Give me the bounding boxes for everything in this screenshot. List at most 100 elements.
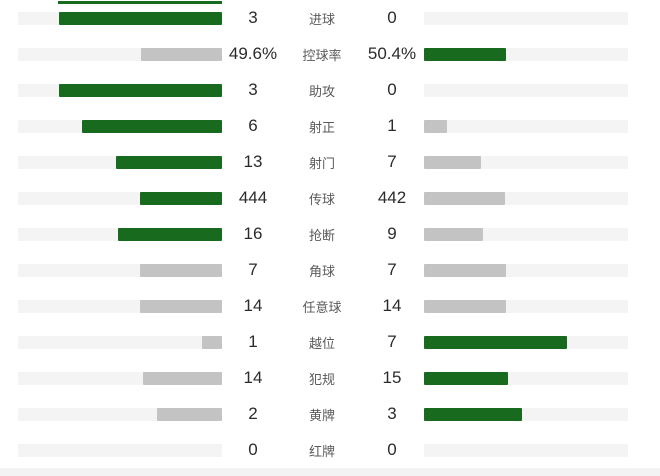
away-value: 0: [387, 8, 397, 27]
away-bar: [424, 407, 522, 421]
home-bar: [140, 299, 222, 313]
home-bar-track: [18, 443, 222, 457]
home-value: 14: [243, 296, 263, 315]
away-bar: [424, 335, 567, 349]
stat-label: 任意球: [302, 299, 342, 315]
home-bar: [201, 335, 222, 349]
away-bar: [424, 191, 506, 205]
home-bar-track: [18, 335, 222, 349]
away-value: 7: [387, 152, 397, 171]
stat-row: 3 进球 0: [0, 0, 660, 36]
home-bar: [143, 371, 222, 385]
away-bar-track: [424, 335, 628, 349]
away-bar-track: [424, 407, 628, 421]
home-value: 2: [248, 404, 258, 423]
away-bar: [424, 263, 506, 277]
home-value: 49.6%: [228, 44, 278, 63]
stat-label: 越位: [308, 335, 335, 351]
away-value: 9: [387, 224, 397, 243]
away-bar-track: [424, 83, 628, 97]
away-bar-track: [424, 47, 628, 61]
stat-row: 14 任意球 14: [0, 288, 660, 324]
home-value: 16: [243, 224, 263, 243]
away-value: 15: [382, 368, 402, 387]
stat-label: 红牌: [308, 443, 335, 459]
home-value: 6: [248, 116, 258, 135]
away-bar-track: [424, 191, 628, 205]
away-value: 0: [387, 80, 397, 99]
home-bar-track: [18, 47, 222, 61]
away-bar-track: [424, 227, 628, 241]
home-value: 1: [248, 332, 258, 351]
stat-row: 16 抢断 9: [0, 216, 660, 252]
stat-row: 49.6% 控球率 50.4%: [0, 36, 660, 72]
home-bar-track: [18, 11, 222, 25]
away-bar-track: [424, 371, 628, 385]
away-bar-track: [424, 11, 628, 25]
home-value: 444: [238, 188, 268, 207]
stat-row: 1 越位 7: [0, 324, 660, 360]
stat-label: 角球: [308, 263, 335, 279]
home-bar: [58, 83, 222, 97]
home-bar-track: [18, 263, 222, 277]
away-bar: [424, 227, 483, 241]
away-value: 0: [387, 440, 397, 459]
home-bar: [140, 263, 222, 277]
away-bar-track: [424, 263, 628, 277]
home-value: 7: [248, 260, 258, 279]
home-bar: [82, 119, 222, 133]
home-value: 3: [248, 8, 258, 27]
home-value: 14: [243, 368, 263, 387]
away-value: 3: [387, 404, 397, 423]
home-bar-track: [18, 83, 222, 97]
home-bar: [140, 191, 222, 205]
stat-label: 射门: [308, 155, 335, 171]
stat-row: 2 黄牌 3: [0, 396, 660, 432]
away-bar-track: [424, 155, 628, 169]
stat-label: 传球: [308, 191, 335, 207]
stat-label: 进球: [308, 11, 335, 27]
away-bar-track: [424, 443, 628, 457]
home-bar: [117, 227, 222, 241]
home-bar-track: [18, 119, 222, 133]
away-value: 1: [387, 116, 397, 135]
away-bar: [424, 155, 482, 169]
away-bar-track: [424, 299, 628, 313]
away-value: 7: [387, 332, 397, 351]
home-bar: [115, 155, 222, 169]
home-bar-track: [18, 371, 222, 385]
stat-row: 3 助攻 0: [0, 72, 660, 108]
home-bar-track: [18, 407, 222, 421]
away-value: 14: [382, 296, 402, 315]
stat-label: 控球率: [302, 47, 342, 63]
cropped-previous-bar: [58, 1, 222, 4]
stat-row: 7 角球 7: [0, 252, 660, 288]
away-value: 442: [377, 188, 407, 207]
stat-label: 黄牌: [308, 407, 335, 423]
home-bar: [58, 11, 222, 25]
home-bar-track: [18, 299, 222, 313]
home-value: 3: [248, 80, 258, 99]
home-bar: [156, 407, 222, 421]
section-divider: [0, 468, 660, 476]
stat-label: 助攻: [308, 83, 335, 99]
stat-row: 6 射正 1: [0, 108, 660, 144]
home-bar-track: [18, 227, 222, 241]
stat-row: 14 犯规 15: [0, 360, 660, 396]
away-bar: [424, 47, 507, 61]
away-bar: [424, 119, 448, 133]
home-bar: [141, 47, 222, 61]
home-value: 0: [248, 440, 258, 459]
away-bar-track: [424, 119, 628, 133]
away-bar: [424, 299, 506, 313]
stat-row: 0 红牌 0: [0, 432, 660, 468]
stat-label: 抢断: [308, 227, 335, 243]
stat-label: 射正: [308, 119, 335, 135]
home-bar-track: [18, 191, 222, 205]
away-bar: [424, 371, 509, 385]
away-value: 7: [387, 260, 397, 279]
home-bar-track: [18, 155, 222, 169]
stat-row: 13 射门 7: [0, 144, 660, 180]
